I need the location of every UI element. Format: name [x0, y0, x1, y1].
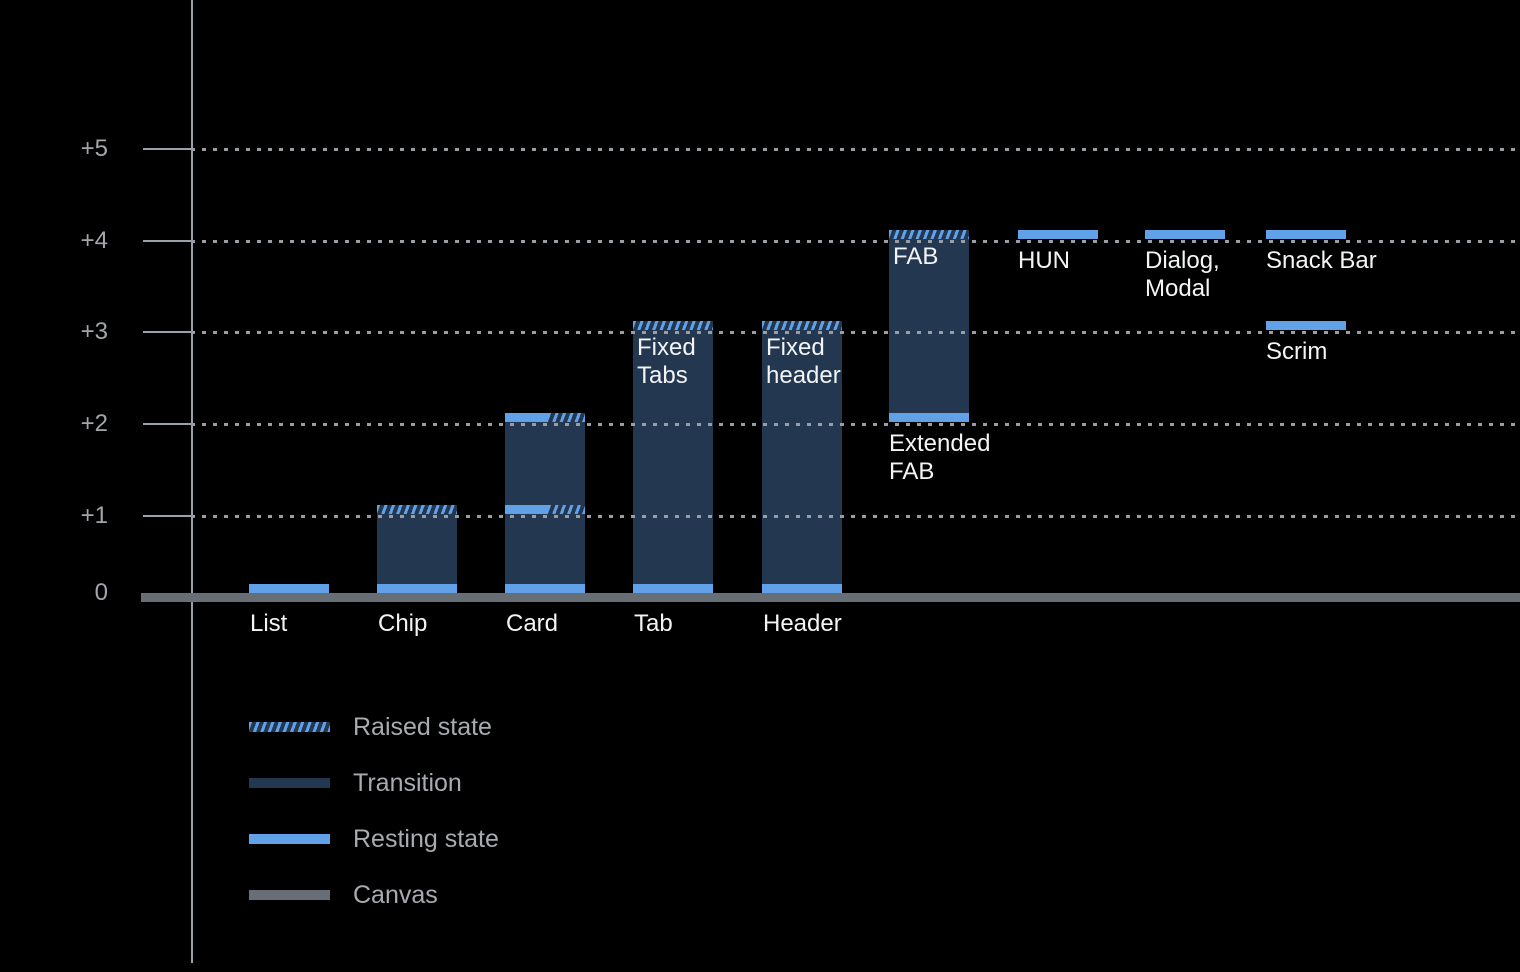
band-list-level0 — [249, 584, 329, 593]
band-fab-level4 — [889, 230, 969, 239]
gridline-4 — [191, 240, 1520, 243]
legend-label-resting-state: Resting state — [353, 825, 499, 853]
band-chip-level0 — [377, 584, 457, 593]
legend-label-transition: Transition — [353, 769, 462, 797]
label-header: Header — [763, 610, 842, 637]
y-tick-label-4: +4 — [80, 227, 108, 254]
raised-state-swatch-icon — [249, 722, 330, 732]
gridline-3 — [191, 331, 1520, 334]
resting-segment — [505, 413, 549, 422]
resting-segment — [505, 505, 549, 514]
band-chip-level1 — [377, 505, 457, 514]
band-dialog-modal-level4 — [1145, 230, 1225, 239]
bar-card — [505, 413, 585, 593]
band-card-level0 — [505, 584, 585, 593]
below-label-snack-bar: Snack Bar — [1266, 247, 1377, 274]
gridline-5 — [191, 148, 1520, 151]
gridline-2 — [191, 423, 1520, 426]
band-header-level3 — [762, 321, 842, 330]
label-list: List — [250, 610, 288, 637]
legend-row-transition: Transition — [249, 766, 462, 800]
y-tick-label-2: +2 — [80, 410, 108, 437]
raised-segment — [548, 413, 585, 422]
legend-row-resting-state: Resting state — [249, 822, 499, 856]
y-axis-line — [191, 0, 193, 963]
band-header-level0 — [762, 584, 842, 593]
bar-chip — [377, 505, 457, 593]
y-tick-mark-4 — [143, 240, 193, 242]
y-tick-mark-5 — [143, 148, 193, 150]
band-card-level2 — [505, 413, 585, 422]
bar-header — [762, 321, 842, 593]
label-card: Card — [506, 610, 559, 637]
resting-state-swatch-icon — [249, 834, 330, 844]
y-tick-mark-2 — [143, 423, 193, 425]
band-hun-level4 — [1018, 230, 1098, 239]
legend-row-canvas: Canvas — [249, 878, 438, 912]
y-tick-label-5: +5 — [80, 135, 108, 162]
below-label-hun: HUN — [1018, 247, 1070, 274]
canvas-baseline — [141, 593, 1520, 602]
inner-label-tab: Fixed Tabs — [637, 334, 696, 389]
band-tab-level0 — [633, 584, 713, 593]
band-scrim-level3 — [1266, 321, 1346, 330]
legend-label-canvas: Canvas — [353, 881, 438, 909]
y-tick-mark-3 — [143, 331, 193, 333]
raised-segment — [548, 505, 585, 514]
y-tick-label-1: +1 — [80, 502, 108, 529]
label-tab: Tab — [634, 610, 673, 637]
canvas-swatch-icon — [249, 890, 330, 900]
legend-row-raised-state: Raised state — [249, 710, 492, 744]
label-chip: Chip — [378, 610, 428, 637]
legend-label-raised-state: Raised state — [353, 713, 492, 741]
bar-fab — [889, 230, 969, 422]
y-tick-label-3: +3 — [80, 318, 108, 345]
gridline-1 — [191, 515, 1520, 518]
y-tick-label-0: 0 — [94, 579, 108, 606]
y-tick-mark-1 — [143, 515, 193, 517]
below-label-fab: Extended FAB — [889, 430, 991, 485]
bar-tab — [633, 321, 713, 593]
band-fab-level2 — [889, 413, 969, 422]
inner-label-header: Fixed header — [766, 334, 841, 389]
band-tab-level3 — [633, 321, 713, 330]
band-card-level1 — [505, 505, 585, 514]
below-label-dialog-modal: Dialog, Modal — [1145, 247, 1220, 302]
band-snack-bar-level4 — [1266, 230, 1346, 239]
below-label-scrim: Scrim — [1266, 338, 1328, 365]
inner-label-fab: FAB — [893, 243, 939, 270]
transition-swatch-icon — [249, 778, 330, 788]
